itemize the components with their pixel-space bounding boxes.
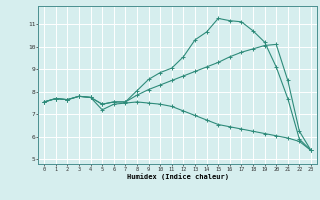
- X-axis label: Humidex (Indice chaleur): Humidex (Indice chaleur): [127, 173, 228, 180]
